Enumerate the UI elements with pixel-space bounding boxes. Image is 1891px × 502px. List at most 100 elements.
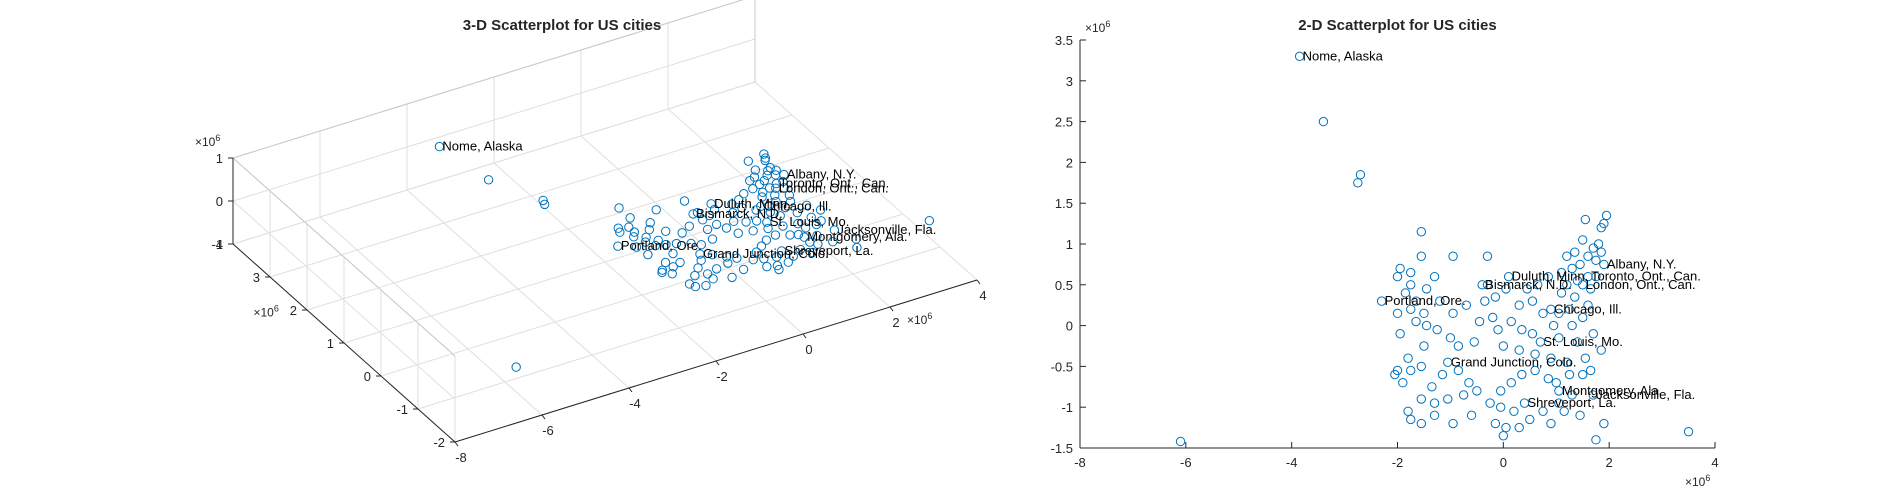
city-point-2d: [1554, 398, 1564, 408]
city-label-2d: Portland, Ore.: [1385, 293, 1466, 308]
city-point-3d: [667, 269, 677, 279]
city-point-2d: [1578, 312, 1588, 323]
city-point-2d: [1503, 271, 1514, 282]
city-point-3d: [677, 228, 687, 238]
city-label-2d: Nome, Alaska: [1303, 48, 1384, 63]
city-point-2d: [1429, 410, 1440, 421]
city-point-2d: [1353, 178, 1363, 188]
city-point-2d: [1514, 345, 1524, 355]
city-point-2d: [1530, 365, 1540, 376]
city-point-2d: [1527, 329, 1538, 339]
city-point-3d: [650, 240, 661, 251]
x-tick-3d: [454, 441, 459, 447]
city-point-3d: [733, 228, 743, 238]
city-label-3d: Chicago, Ill.: [764, 198, 832, 213]
city-point-3d: [800, 223, 811, 233]
city-point-3d: [741, 217, 751, 227]
x-tick-label-2d: -2: [1392, 455, 1404, 470]
city-point-2d: [1588, 390, 1598, 400]
city-point-2d: [1583, 300, 1593, 310]
city-label-3d: London, Ont., Can.: [779, 180, 889, 195]
city-point-2d: [1406, 414, 1416, 425]
z-exponent-3d: ×106: [195, 133, 220, 149]
city-point-2d: [1443, 357, 1453, 368]
city-point-2d: [1596, 247, 1606, 257]
city-point-2d: [1546, 353, 1556, 363]
city-point-2d: [1554, 308, 1564, 319]
city-point-2d: [1477, 280, 1487, 290]
city-point-3d: [751, 205, 761, 215]
city-point-3d: [511, 362, 521, 372]
city-point-3d: [801, 200, 812, 211]
city-point-3d: [697, 215, 708, 225]
city-point-2d: [1498, 431, 1509, 441]
city-point-3d: [811, 219, 822, 230]
city-point-2d: [1562, 280, 1572, 290]
grid-line-3d: [380, 213, 904, 377]
city-point-3d: [745, 176, 755, 186]
city-point-3d: [829, 225, 840, 235]
city-label-2d: Toronto, Ont., Can.: [1591, 269, 1701, 284]
city-label-2d: London, Ont., Can.: [1586, 277, 1696, 292]
city-label-2d: Montgomery, Ala.: [1562, 383, 1662, 398]
city-point-3d: [629, 232, 639, 242]
city-point-2d: [1490, 292, 1501, 302]
city-point-3d: [645, 218, 655, 228]
city-point-2d: [1506, 316, 1516, 327]
city-point-2d: [1355, 169, 1366, 180]
grid-line-3d: [232, 81, 756, 245]
city-point-3d: [695, 249, 705, 259]
city-point-3d: [784, 190, 795, 200]
z-tick-label-3d: -1: [211, 237, 223, 252]
city-point-3d: [754, 179, 765, 190]
city-point-3d: [924, 215, 935, 226]
scatter-2d-chart: -8 -6 -4 -2 0 2 4 -1.5 -1 -0.5 0 0.5 1 1.5 2 2.5 3 3.5 ×10…: [1051, 17, 1719, 489]
x-tick-label-3d: -6: [542, 423, 554, 438]
city-label-3d: Portland, Ore.: [621, 238, 702, 253]
city-point-2d: [1421, 284, 1432, 294]
city-point-2d: [1562, 357, 1572, 368]
city-point-3d: [813, 239, 823, 249]
city-label-3d: Albany, N.Y.: [787, 167, 857, 182]
city-point-2d: [1601, 210, 1612, 221]
city-point-2d: [1554, 333, 1564, 343]
city-point-3d: [806, 212, 816, 222]
city-point-3d: [711, 264, 722, 274]
city-point-3d: [815, 205, 826, 215]
city-point-2d: [1578, 369, 1588, 380]
city-point-3d: [631, 242, 642, 252]
city-point-3d: [760, 155, 770, 166]
y-exponent-3d: ×106: [254, 304, 279, 320]
city-point-2d: [1474, 316, 1485, 327]
city-point-3d: [613, 223, 623, 233]
city-point-2d: [1421, 320, 1432, 331]
city-point-3d: [770, 190, 780, 200]
z-tick-label-3d: 1: [216, 151, 223, 166]
city-point-2d: [1398, 378, 1408, 388]
city-point-2d: [1392, 271, 1403, 282]
city-point-2d: [1535, 337, 1546, 347]
city-label-3d: Bismarck, N.D.: [696, 206, 783, 221]
x-tick-label-3d: -8: [455, 450, 467, 465]
grid-line-3d: [232, 200, 456, 400]
city-label-2d: St. Louis, Mo.: [1543, 334, 1622, 349]
city-label-2d: Bismarck, N.D.: [1485, 277, 1572, 292]
city-point-3d: [785, 196, 796, 207]
city-point-2d: [1448, 308, 1458, 319]
city-point-2d: [1429, 398, 1440, 408]
city-label-3d: Nome, Alaska: [442, 139, 523, 154]
city-point-2d: [1538, 308, 1548, 319]
city-point-3d: [693, 263, 703, 273]
city-point-2d: [1403, 353, 1413, 363]
city-label-2d: Shreveport, La.: [1528, 395, 1617, 410]
y-tick-label-2d: 3.5: [1055, 33, 1073, 48]
city-point-2d: [1591, 271, 1601, 282]
city-point-3d: [668, 248, 678, 259]
city-point-3d: [661, 226, 671, 237]
box-edge-3d: [232, 157, 456, 357]
city-point-3d: [690, 281, 701, 292]
city-point-2d: [1506, 378, 1516, 388]
x-tick-3d: [715, 360, 720, 366]
city-point-3d: [793, 218, 803, 229]
city-point-2d: [1593, 239, 1604, 249]
